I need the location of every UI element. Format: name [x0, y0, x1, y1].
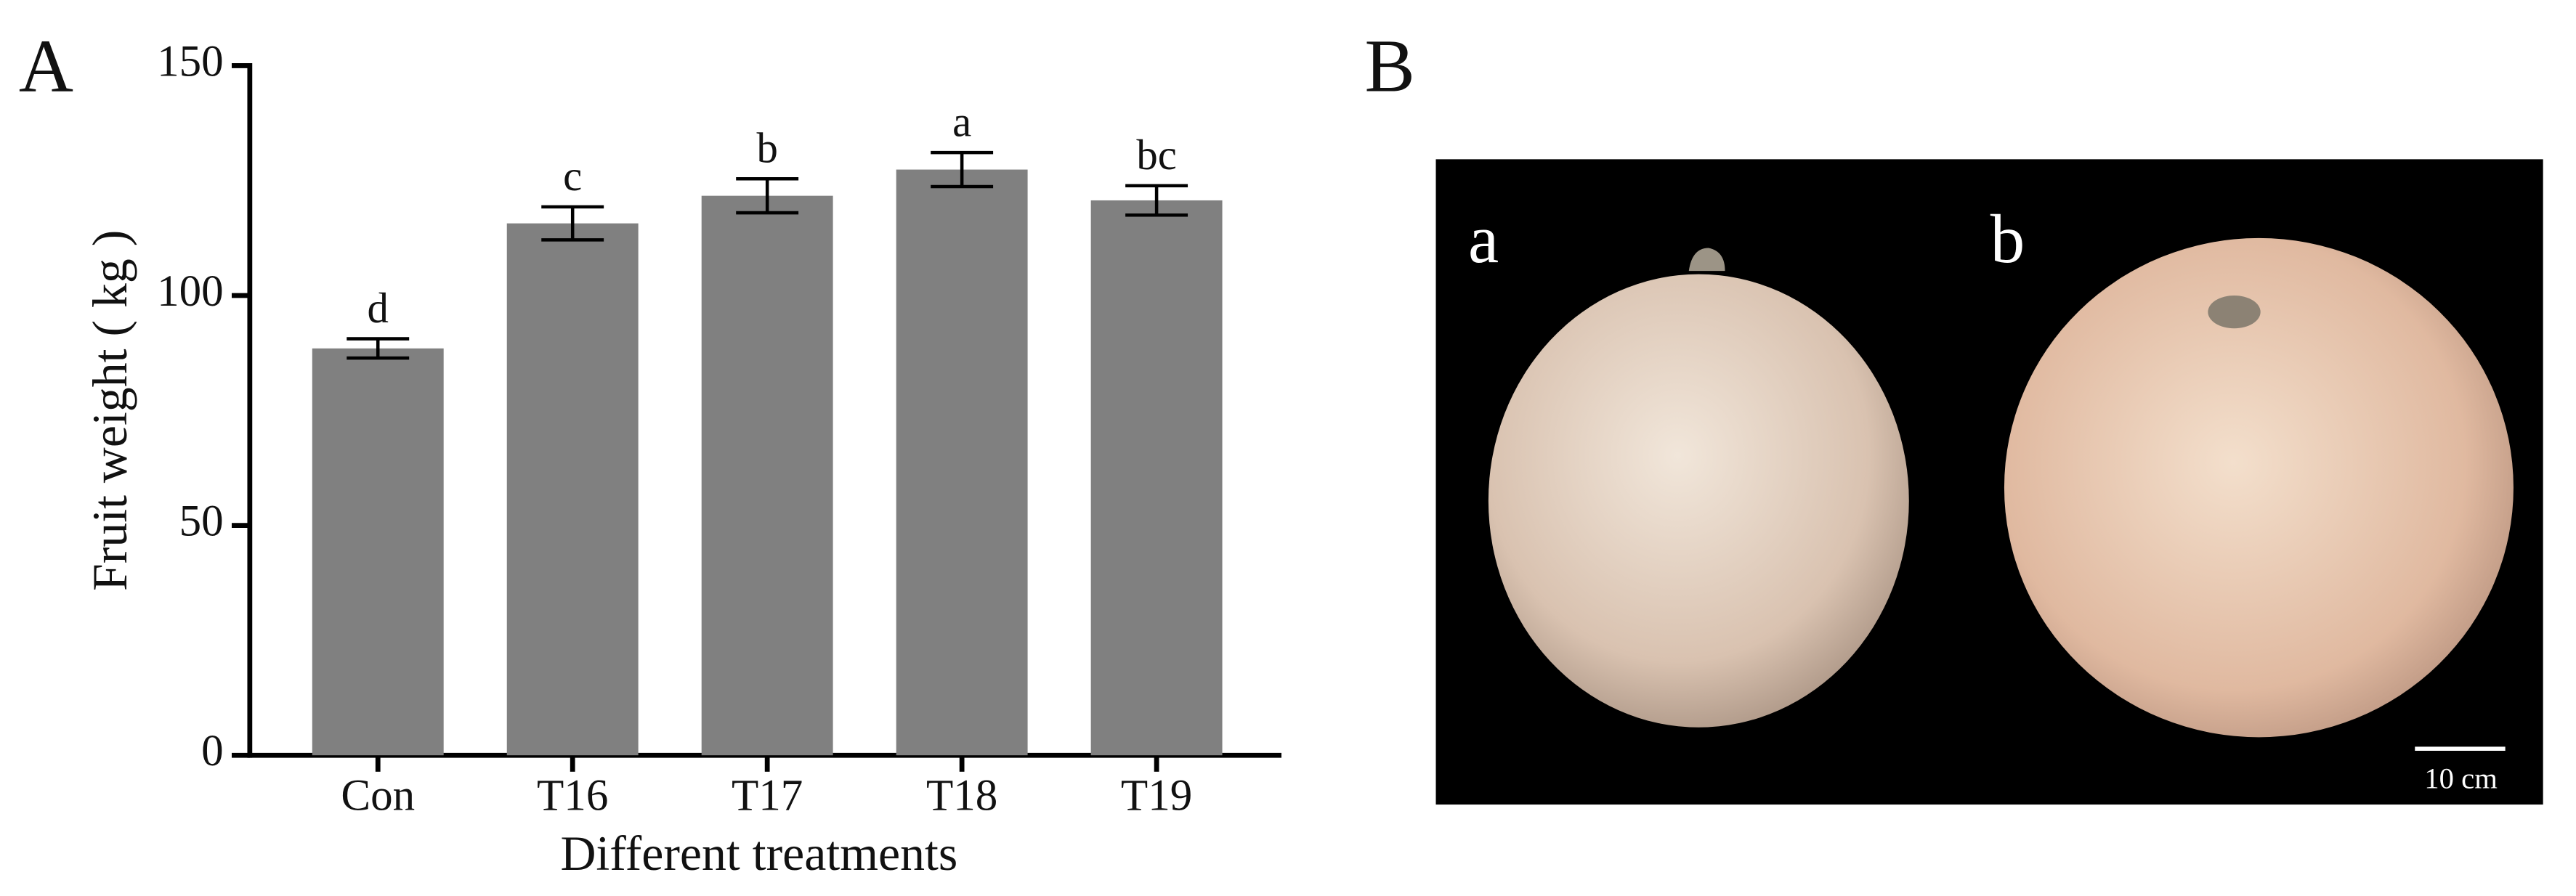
bar: [701, 195, 833, 756]
bar: [896, 169, 1028, 756]
significance-label: a: [952, 98, 971, 145]
significance-label: c: [563, 152, 582, 200]
bar: [1090, 200, 1223, 756]
x-tick-label: Con: [341, 771, 415, 820]
stem: [2208, 296, 2261, 329]
bar: [312, 348, 444, 756]
y-tick-label: 100: [157, 267, 224, 316]
pumpkin: [2004, 237, 2514, 738]
x-tick-label: T17: [732, 771, 803, 820]
x-tick-label: T16: [537, 771, 608, 820]
significance-label: bc: [1136, 131, 1176, 179]
pumpkin: [1488, 274, 1909, 728]
significance-label: d: [368, 285, 389, 332]
photo-label: b: [1990, 200, 2025, 277]
y-axis-label: Fruit weight ( kg ): [83, 230, 137, 591]
bar: [506, 223, 639, 756]
x-tick-label: T19: [1121, 771, 1192, 820]
x-tick-label: T18: [926, 771, 997, 820]
y-tick-label: 50: [179, 497, 224, 546]
panel-label: B: [1365, 24, 1415, 108]
significance-label: b: [756, 125, 777, 172]
panel-label: A: [19, 24, 73, 108]
x-axis-label: Different treatments: [560, 826, 957, 881]
stem: [1688, 248, 1725, 272]
y-tick-label: 150: [157, 37, 224, 86]
photo-label: a: [1468, 200, 1499, 277]
y-tick-label: 0: [201, 727, 224, 775]
photo: a b 10 cm: [1435, 159, 2543, 805]
scale-bar-label: 10 cm: [2424, 762, 2498, 795]
